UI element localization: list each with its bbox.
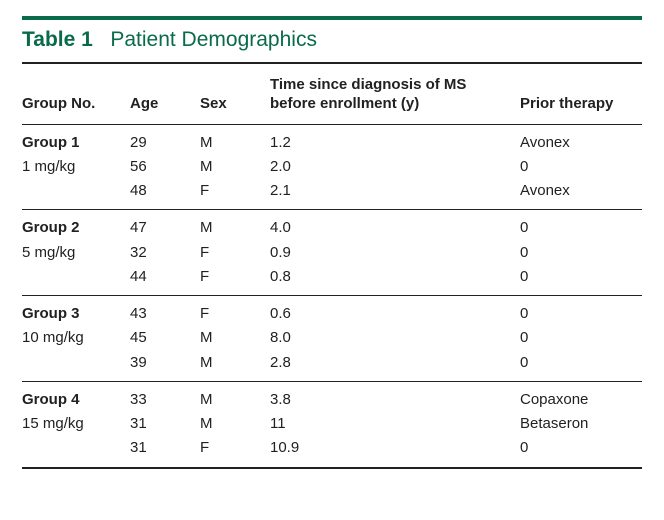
- cell-time: 11: [270, 412, 520, 436]
- table-row: 10 mg/kg 45M8.00: [22, 326, 642, 350]
- cell-prior: 0: [520, 296, 642, 327]
- cell-age: 44: [130, 265, 200, 296]
- cell-prior: 0: [520, 265, 642, 296]
- col-sex: Sex: [200, 64, 270, 124]
- table-row: Group 2 47M4.00: [22, 210, 642, 241]
- cell-group: Group 2: [22, 210, 130, 241]
- cell-sex: M: [200, 351, 270, 382]
- bottom-rule: [22, 467, 642, 469]
- cell-time: 4.0: [270, 210, 520, 241]
- cell-group: 1 mg/kg: [22, 155, 130, 179]
- col-time: Time since diagnosis of MS before enroll…: [270, 64, 520, 124]
- table-row: 15 mg/kg 31M11Betaseron: [22, 412, 642, 436]
- cell-group: Group 4: [22, 381, 130, 412]
- demographics-table: Group No. Age Sex Time since diagnosis o…: [22, 64, 642, 467]
- cell-group: 10 mg/kg: [22, 326, 130, 350]
- group-name: Group 2: [22, 218, 124, 238]
- cell-age: 39: [130, 351, 200, 382]
- cell-sex: M: [200, 412, 270, 436]
- cell-sex: M: [200, 210, 270, 241]
- group-name: Group 3: [22, 304, 124, 324]
- cell-age: 47: [130, 210, 200, 241]
- cell-sex: M: [200, 326, 270, 350]
- cell-time: 1.2: [270, 124, 520, 155]
- cell-group: Group 1: [22, 124, 130, 155]
- table-row: Group 1 29M1.2Avonex: [22, 124, 642, 155]
- cell-sex: F: [200, 296, 270, 327]
- cell-group: [22, 436, 130, 466]
- cell-time: 0.9: [270, 241, 520, 265]
- cell-sex: F: [200, 179, 270, 210]
- cell-group: 5 mg/kg: [22, 241, 130, 265]
- cell-time: 2.1: [270, 179, 520, 210]
- cell-prior: Avonex: [520, 179, 642, 210]
- cell-group: 15 mg/kg: [22, 412, 130, 436]
- table-row: Group 4 33M3.8Copaxone: [22, 381, 642, 412]
- cell-age: 29: [130, 124, 200, 155]
- group-dose: 5 mg/kg: [22, 243, 124, 263]
- table-row: 39M2.80: [22, 351, 642, 382]
- col-group: Group No.: [22, 64, 130, 124]
- cell-time: 10.9: [270, 436, 520, 466]
- group-name: Group 1: [22, 133, 124, 153]
- cell-sex: F: [200, 265, 270, 296]
- table-row: 5 mg/kg 32F0.90: [22, 241, 642, 265]
- table-row: 44F0.80: [22, 265, 642, 296]
- table-row: 31F10.90: [22, 436, 642, 466]
- cell-group: Group 3: [22, 296, 130, 327]
- table-label: Table 1: [22, 28, 93, 51]
- group-name: Group 4: [22, 390, 124, 410]
- cell-age: 31: [130, 412, 200, 436]
- cell-time: 8.0: [270, 326, 520, 350]
- cell-prior: Copaxone: [520, 381, 642, 412]
- col-age: Age: [130, 64, 200, 124]
- table-body: Group 129M1.2Avonex1 mg/kg56M2.0048F2.1A…: [22, 124, 642, 467]
- cell-sex: F: [200, 241, 270, 265]
- cell-age: 48: [130, 179, 200, 210]
- table-title: Table 1 Patient Demographics: [22, 28, 642, 52]
- cell-group: [22, 179, 130, 210]
- top-accent-rule: [22, 16, 642, 20]
- cell-age: 31: [130, 436, 200, 466]
- table-caption: Patient Demographics: [110, 28, 317, 51]
- cell-prior: 0: [520, 241, 642, 265]
- cell-time: 0.8: [270, 265, 520, 296]
- table-row: 48F2.1Avonex: [22, 179, 642, 210]
- group-dose: 1 mg/kg: [22, 157, 124, 177]
- cell-sex: M: [200, 381, 270, 412]
- cell-prior: 0: [520, 351, 642, 382]
- cell-prior: 0: [520, 436, 642, 466]
- table-row: 1 mg/kg 56M2.00: [22, 155, 642, 179]
- cell-sex: M: [200, 124, 270, 155]
- cell-time: 2.0: [270, 155, 520, 179]
- cell-group: [22, 265, 130, 296]
- group-dose: 15 mg/kg: [22, 414, 124, 434]
- cell-prior: Avonex: [520, 124, 642, 155]
- cell-age: 33: [130, 381, 200, 412]
- cell-age: 43: [130, 296, 200, 327]
- group-dose: 10 mg/kg: [22, 328, 124, 348]
- cell-prior: 0: [520, 326, 642, 350]
- cell-prior: 0: [520, 155, 642, 179]
- cell-time: 0.6: [270, 296, 520, 327]
- table-header-row: Group No. Age Sex Time since diagnosis o…: [22, 64, 642, 124]
- cell-age: 32: [130, 241, 200, 265]
- cell-sex: M: [200, 155, 270, 179]
- table-row: Group 3 43F0.60: [22, 296, 642, 327]
- cell-group: [22, 351, 130, 382]
- cell-time: 3.8: [270, 381, 520, 412]
- cell-age: 45: [130, 326, 200, 350]
- cell-age: 56: [130, 155, 200, 179]
- cell-prior: 0: [520, 210, 642, 241]
- cell-prior: Betaseron: [520, 412, 642, 436]
- col-prior: Prior therapy: [520, 64, 642, 124]
- cell-time: 2.8: [270, 351, 520, 382]
- cell-sex: F: [200, 436, 270, 466]
